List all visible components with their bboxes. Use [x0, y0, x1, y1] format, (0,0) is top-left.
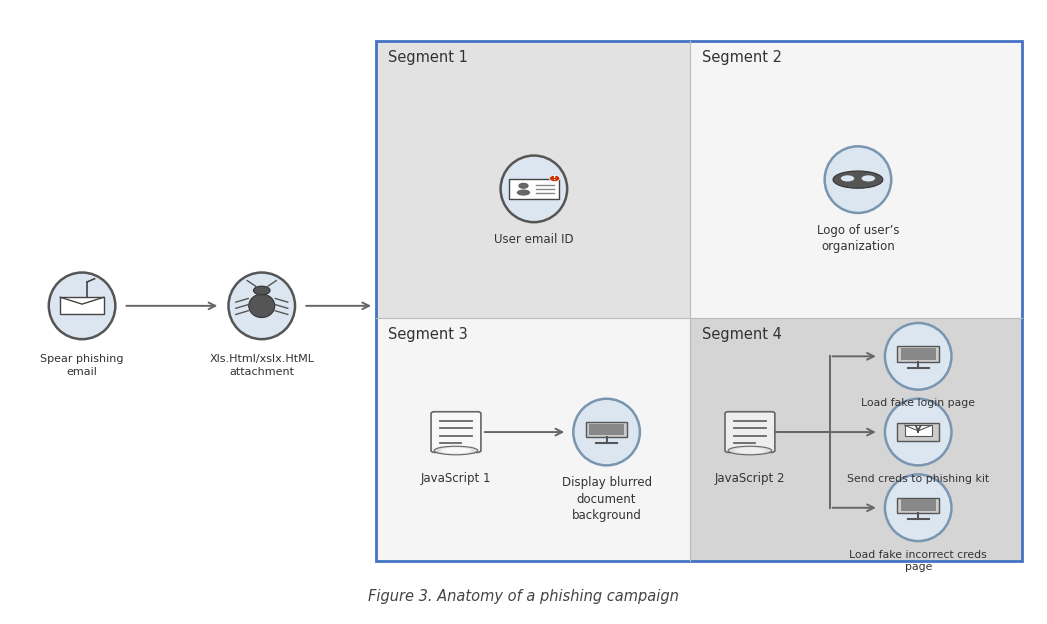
- Text: Send creds to phishing kit: Send creds to phishing kit: [847, 474, 989, 484]
- Bar: [900, 499, 936, 511]
- Ellipse shape: [885, 474, 952, 541]
- Bar: [586, 422, 627, 437]
- Bar: [61, 297, 104, 314]
- Text: Figure 3. Anatomy of a phishing campaign: Figure 3. Anatomy of a phishing campaign: [369, 590, 678, 605]
- Text: Segment 4: Segment 4: [703, 328, 782, 343]
- Bar: [376, 318, 690, 562]
- Ellipse shape: [249, 294, 274, 318]
- Text: JavaScript 2: JavaScript 2: [715, 472, 785, 485]
- FancyBboxPatch shape: [725, 412, 775, 452]
- Bar: [690, 41, 1022, 318]
- Text: !: !: [553, 175, 556, 182]
- Text: User email ID: User email ID: [494, 233, 574, 246]
- Ellipse shape: [841, 175, 854, 182]
- Ellipse shape: [825, 146, 891, 213]
- Ellipse shape: [862, 175, 875, 182]
- Bar: [376, 41, 690, 318]
- Ellipse shape: [228, 273, 295, 339]
- Bar: [897, 497, 939, 513]
- Ellipse shape: [735, 447, 765, 454]
- Bar: [897, 423, 939, 441]
- Ellipse shape: [550, 175, 560, 182]
- Bar: [690, 318, 1022, 562]
- Text: Display blurred
document
background: Display blurred document background: [561, 476, 651, 522]
- Ellipse shape: [435, 446, 477, 455]
- Text: Spear phishing
email: Spear phishing email: [41, 354, 124, 377]
- Text: Segment 2: Segment 2: [703, 51, 782, 66]
- Ellipse shape: [885, 323, 952, 389]
- Bar: [588, 424, 624, 436]
- Ellipse shape: [49, 273, 115, 339]
- Bar: [905, 426, 932, 436]
- Text: JavaScript 1: JavaScript 1: [421, 472, 491, 485]
- Bar: [376, 41, 1022, 562]
- Text: Load fake login page: Load fake login page: [862, 398, 975, 408]
- Ellipse shape: [518, 183, 529, 189]
- Text: Segment 3: Segment 3: [388, 328, 468, 343]
- Text: Xls.Html/xslx.HtML
attachment: Xls.Html/xslx.HtML attachment: [209, 354, 314, 377]
- Bar: [509, 179, 559, 198]
- Ellipse shape: [500, 155, 567, 222]
- Ellipse shape: [885, 399, 952, 466]
- Text: Logo of user’s
organization: Logo of user’s organization: [817, 224, 899, 253]
- Bar: [897, 346, 939, 361]
- Text: Segment 1: Segment 1: [388, 51, 468, 66]
- Ellipse shape: [441, 447, 471, 454]
- FancyBboxPatch shape: [431, 412, 481, 452]
- Ellipse shape: [253, 286, 270, 295]
- Text: Load fake incorrect creds
page: Load fake incorrect creds page: [849, 550, 987, 572]
- Ellipse shape: [574, 399, 640, 466]
- Ellipse shape: [833, 171, 883, 188]
- Ellipse shape: [728, 446, 772, 455]
- Bar: [900, 348, 936, 359]
- Ellipse shape: [517, 190, 530, 196]
